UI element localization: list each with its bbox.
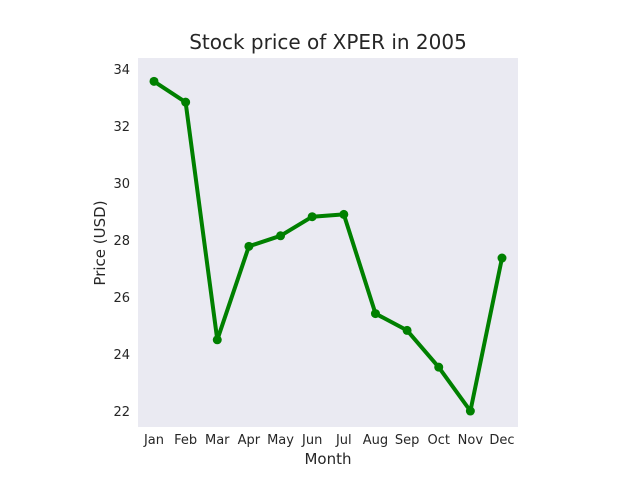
data-point: [212, 335, 222, 345]
data-point: [370, 309, 380, 319]
x-axis-ticks: Jan Feb Mar Apr May Jun Jul Aug Sep Oct Nov Dec: [143, 433, 515, 448]
y-tick-label: 32: [113, 120, 130, 135]
data-point: [402, 325, 412, 335]
x-tick-label: Dec: [489, 433, 514, 448]
x-axis-label: Month: [304, 450, 351, 468]
x-tick-label: Jan: [143, 433, 164, 448]
series-line: [152, 79, 504, 413]
y-tick-label: 28: [113, 234, 130, 249]
y-axis-label: Price (USD): [91, 200, 109, 285]
data-point: [307, 212, 317, 222]
x-tick-label: Oct: [427, 433, 449, 448]
x-tick-label: Aug: [363, 433, 388, 448]
y-tick-label: 24: [113, 348, 130, 363]
y-tick-label: 22: [113, 405, 130, 420]
y-tick-label: 34: [113, 63, 130, 78]
x-tick-label: Apr: [238, 433, 261, 448]
data-point: [339, 209, 349, 219]
y-axis-ticks: 22 24 26 28 30 32 34: [113, 63, 130, 420]
data-points: [149, 76, 507, 416]
y-tick-label: 30: [113, 177, 130, 192]
x-tick-label: Nov: [458, 433, 484, 448]
data-point: [244, 241, 254, 251]
x-tick-label: May: [267, 433, 294, 448]
x-tick-label: Jul: [335, 433, 352, 448]
plot-area: [138, 58, 518, 427]
data-point: [465, 406, 475, 416]
chart-title: Stock price of XPER in 2005: [189, 30, 467, 54]
data-point: [276, 231, 286, 241]
x-tick-label: Mar: [205, 433, 230, 448]
data-point: [149, 76, 159, 86]
data-point: [434, 362, 444, 372]
x-tick-label: Sep: [395, 433, 420, 448]
data-point: [497, 253, 507, 263]
x-tick-label: Jun: [301, 433, 322, 448]
x-tick-label: Feb: [174, 433, 197, 448]
y-tick-label: 26: [113, 291, 130, 306]
data-point: [181, 97, 191, 107]
